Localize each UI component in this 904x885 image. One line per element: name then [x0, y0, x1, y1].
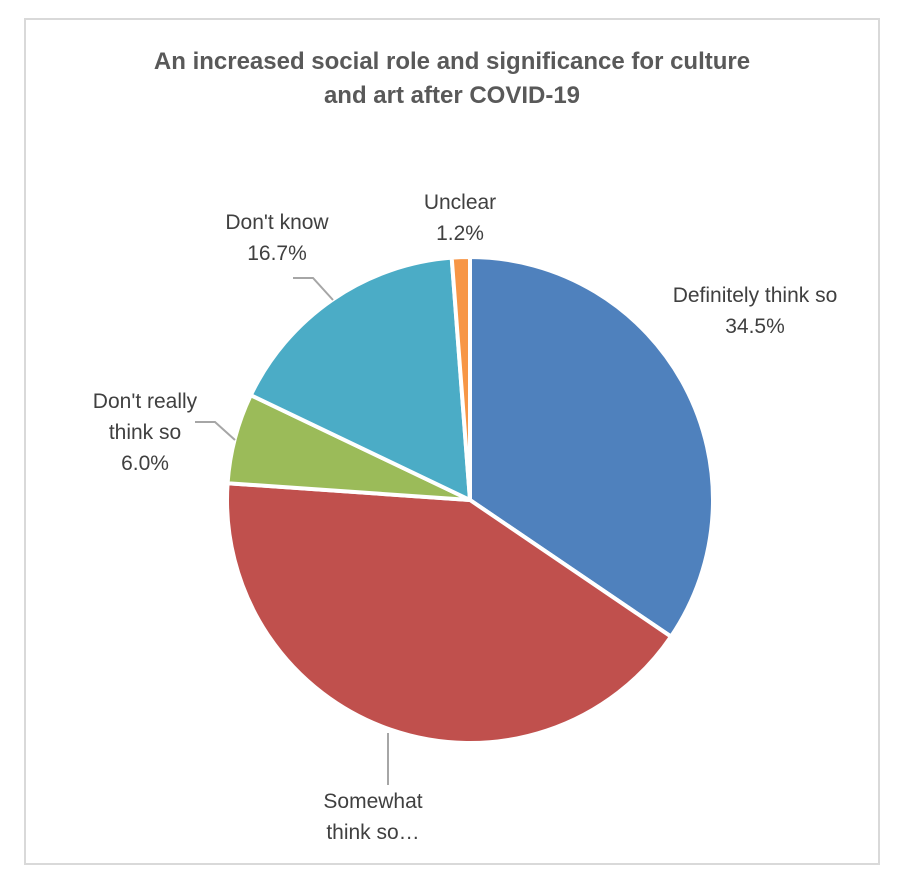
data-label-dont-really-think-so: Don't really think so 6.0% [93, 390, 198, 475]
data-label-unclear: Unclear 1.2% [424, 191, 496, 245]
pie-slice-definitely-think-so [468, 255, 715, 639]
data-label-definitely-think-so: Definitely think so 34.5% [673, 284, 838, 338]
chart-title: An increased social role and significanc… [0, 45, 904, 113]
data-label-somewhat-think-so: Somewhat think so… [323, 790, 422, 844]
leader-line-dont-really-think-so [195, 421, 236, 441]
chart-title-line-2: and art after COVID-19 [323, 82, 581, 109]
pie-slice-somewhat-think-so [225, 481, 673, 745]
pie-slice-unclear [449, 255, 472, 502]
data-label-dont-know: Don't know 16.7% [225, 211, 329, 265]
leader-line-dont-know [293, 277, 334, 301]
chart-title-line-1: An increased social role and significanc… [153, 48, 751, 75]
